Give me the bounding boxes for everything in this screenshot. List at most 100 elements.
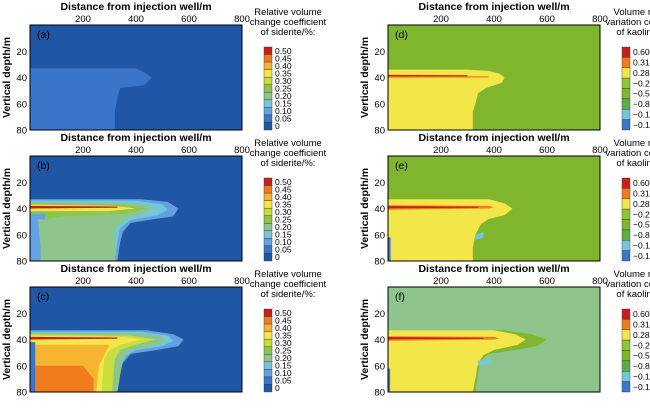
legend-level-label: 0.286 — [633, 199, 650, 209]
legend-swatch — [263, 107, 273, 116]
legend-level-label: 0.600 — [633, 309, 650, 319]
y-tick-label: 60 — [16, 99, 27, 110]
legend-title-line: of siderite/%: — [261, 158, 316, 169]
contour-field — [388, 156, 600, 261]
x-tick-label: 400 — [128, 276, 144, 287]
plot-frame — [29, 24, 243, 131]
legend-level-label: 0.600 — [633, 178, 650, 188]
y-tick-label: 40 — [16, 204, 27, 215]
legend-level-label: 0.10 — [275, 106, 292, 116]
contour-field — [388, 287, 600, 392]
legend-swatch — [263, 99, 273, 108]
contour-region — [38, 219, 115, 261]
contour-region — [30, 205, 118, 209]
legend-level-label: 0.314 — [633, 189, 650, 199]
legend-level-label: −0.111 — [633, 371, 650, 381]
y-tick-label: 80 — [16, 126, 27, 137]
legend-swatch — [263, 207, 273, 216]
x-tick-label: 200 — [433, 276, 449, 287]
legend-swatch — [621, 188, 631, 199]
x-tick-label: 400 — [128, 14, 144, 25]
y-tick-label: 40 — [374, 204, 385, 215]
y-axis-title: Vertical depth/m — [1, 299, 13, 380]
legend-title-line: variation coefficient — [605, 148, 650, 159]
plot-frame — [29, 286, 243, 393]
legend-swatch — [263, 122, 273, 131]
legend-swatch — [263, 238, 273, 247]
y-tick-label: 40 — [16, 73, 27, 84]
contour-field — [388, 25, 600, 130]
x-tick-label: 800 — [234, 14, 250, 25]
legend-title-line: of kaolinite/%: — [616, 289, 650, 300]
y-tick-label: 40 — [374, 335, 385, 346]
legend-swatch — [263, 253, 273, 262]
x-tick-label: 200 — [75, 14, 91, 25]
legend-swatch — [621, 219, 631, 231]
legend-swatch — [621, 329, 631, 341]
y-tick-label: 80 — [374, 257, 385, 268]
legend-swatch — [263, 46, 273, 55]
contour-region — [388, 237, 391, 261]
legend-swatch — [621, 46, 631, 58]
legend-swatch — [263, 192, 273, 201]
legend-swatch — [621, 319, 631, 330]
y-tick-label: 60 — [374, 230, 385, 241]
legend-swatch — [621, 350, 631, 362]
plot-frame — [29, 155, 243, 262]
legend-title-line: Volume relative — [614, 138, 650, 149]
x-tick-label: 600 — [181, 145, 197, 156]
legend-level-label: −0.140 — [633, 120, 650, 130]
x-tick-label: 800 — [234, 276, 250, 287]
legend-level-label: 0 — [275, 252, 280, 262]
legend-swatch — [263, 361, 273, 370]
legend-level-label: 0 — [275, 383, 280, 393]
legend-swatch — [621, 98, 631, 110]
legend-swatch — [263, 54, 273, 63]
contour-region — [388, 199, 513, 261]
legend-title-line: of kaolinite/%: — [616, 158, 650, 169]
legend-level-label: 0.45 — [275, 315, 292, 325]
legend-level-label: 0.10 — [275, 368, 292, 378]
legend-swatch — [621, 88, 631, 100]
legend-level-label: 0.50 — [275, 46, 292, 56]
y-tick-label: 20 — [374, 178, 385, 189]
legend-level-label: −0.829 — [633, 99, 650, 109]
legend-swatch — [263, 92, 273, 101]
contour-region — [30, 68, 110, 130]
x-tick-label: 200 — [433, 14, 449, 25]
legend-title-line: change coefficient — [250, 279, 327, 290]
legend-swatch — [263, 185, 273, 194]
legend-swatch — [621, 198, 631, 210]
legend-level-label: 0.05 — [275, 245, 292, 255]
legend-level-label: 0.30 — [275, 76, 292, 86]
y-tick-label: 60 — [16, 230, 27, 241]
legend-swatch — [263, 308, 273, 317]
contour-field — [30, 156, 242, 261]
contour-region — [30, 342, 36, 392]
contour-region — [388, 206, 479, 209]
y-axis-title: Vertical depth/m — [1, 37, 13, 118]
contour-region — [388, 76, 489, 78]
contour-field — [30, 25, 242, 130]
legend-title-line: Volume relative — [614, 7, 650, 18]
legend-swatch — [621, 109, 631, 120]
legend-level-label: 0 — [275, 121, 280, 131]
legend-level-label: 0.35 — [275, 199, 292, 209]
legend-swatch — [621, 371, 631, 382]
legend-level-label: −0.543 — [633, 89, 650, 99]
contour-region — [388, 69, 505, 130]
legend-level-label: 0.15 — [275, 361, 292, 371]
legend-level-label: 0.10 — [275, 237, 292, 247]
legend-swatch — [263, 200, 273, 209]
legend-level-label: −0.140 — [633, 251, 650, 261]
legend-level-label: 0.15 — [275, 230, 292, 240]
legend-level-label: 0.40 — [275, 192, 292, 202]
contour-region — [30, 336, 118, 340]
legend-level-label: 0.20 — [275, 353, 292, 363]
legend-level-label: −0.111 — [633, 109, 650, 119]
contour-region — [388, 330, 526, 392]
